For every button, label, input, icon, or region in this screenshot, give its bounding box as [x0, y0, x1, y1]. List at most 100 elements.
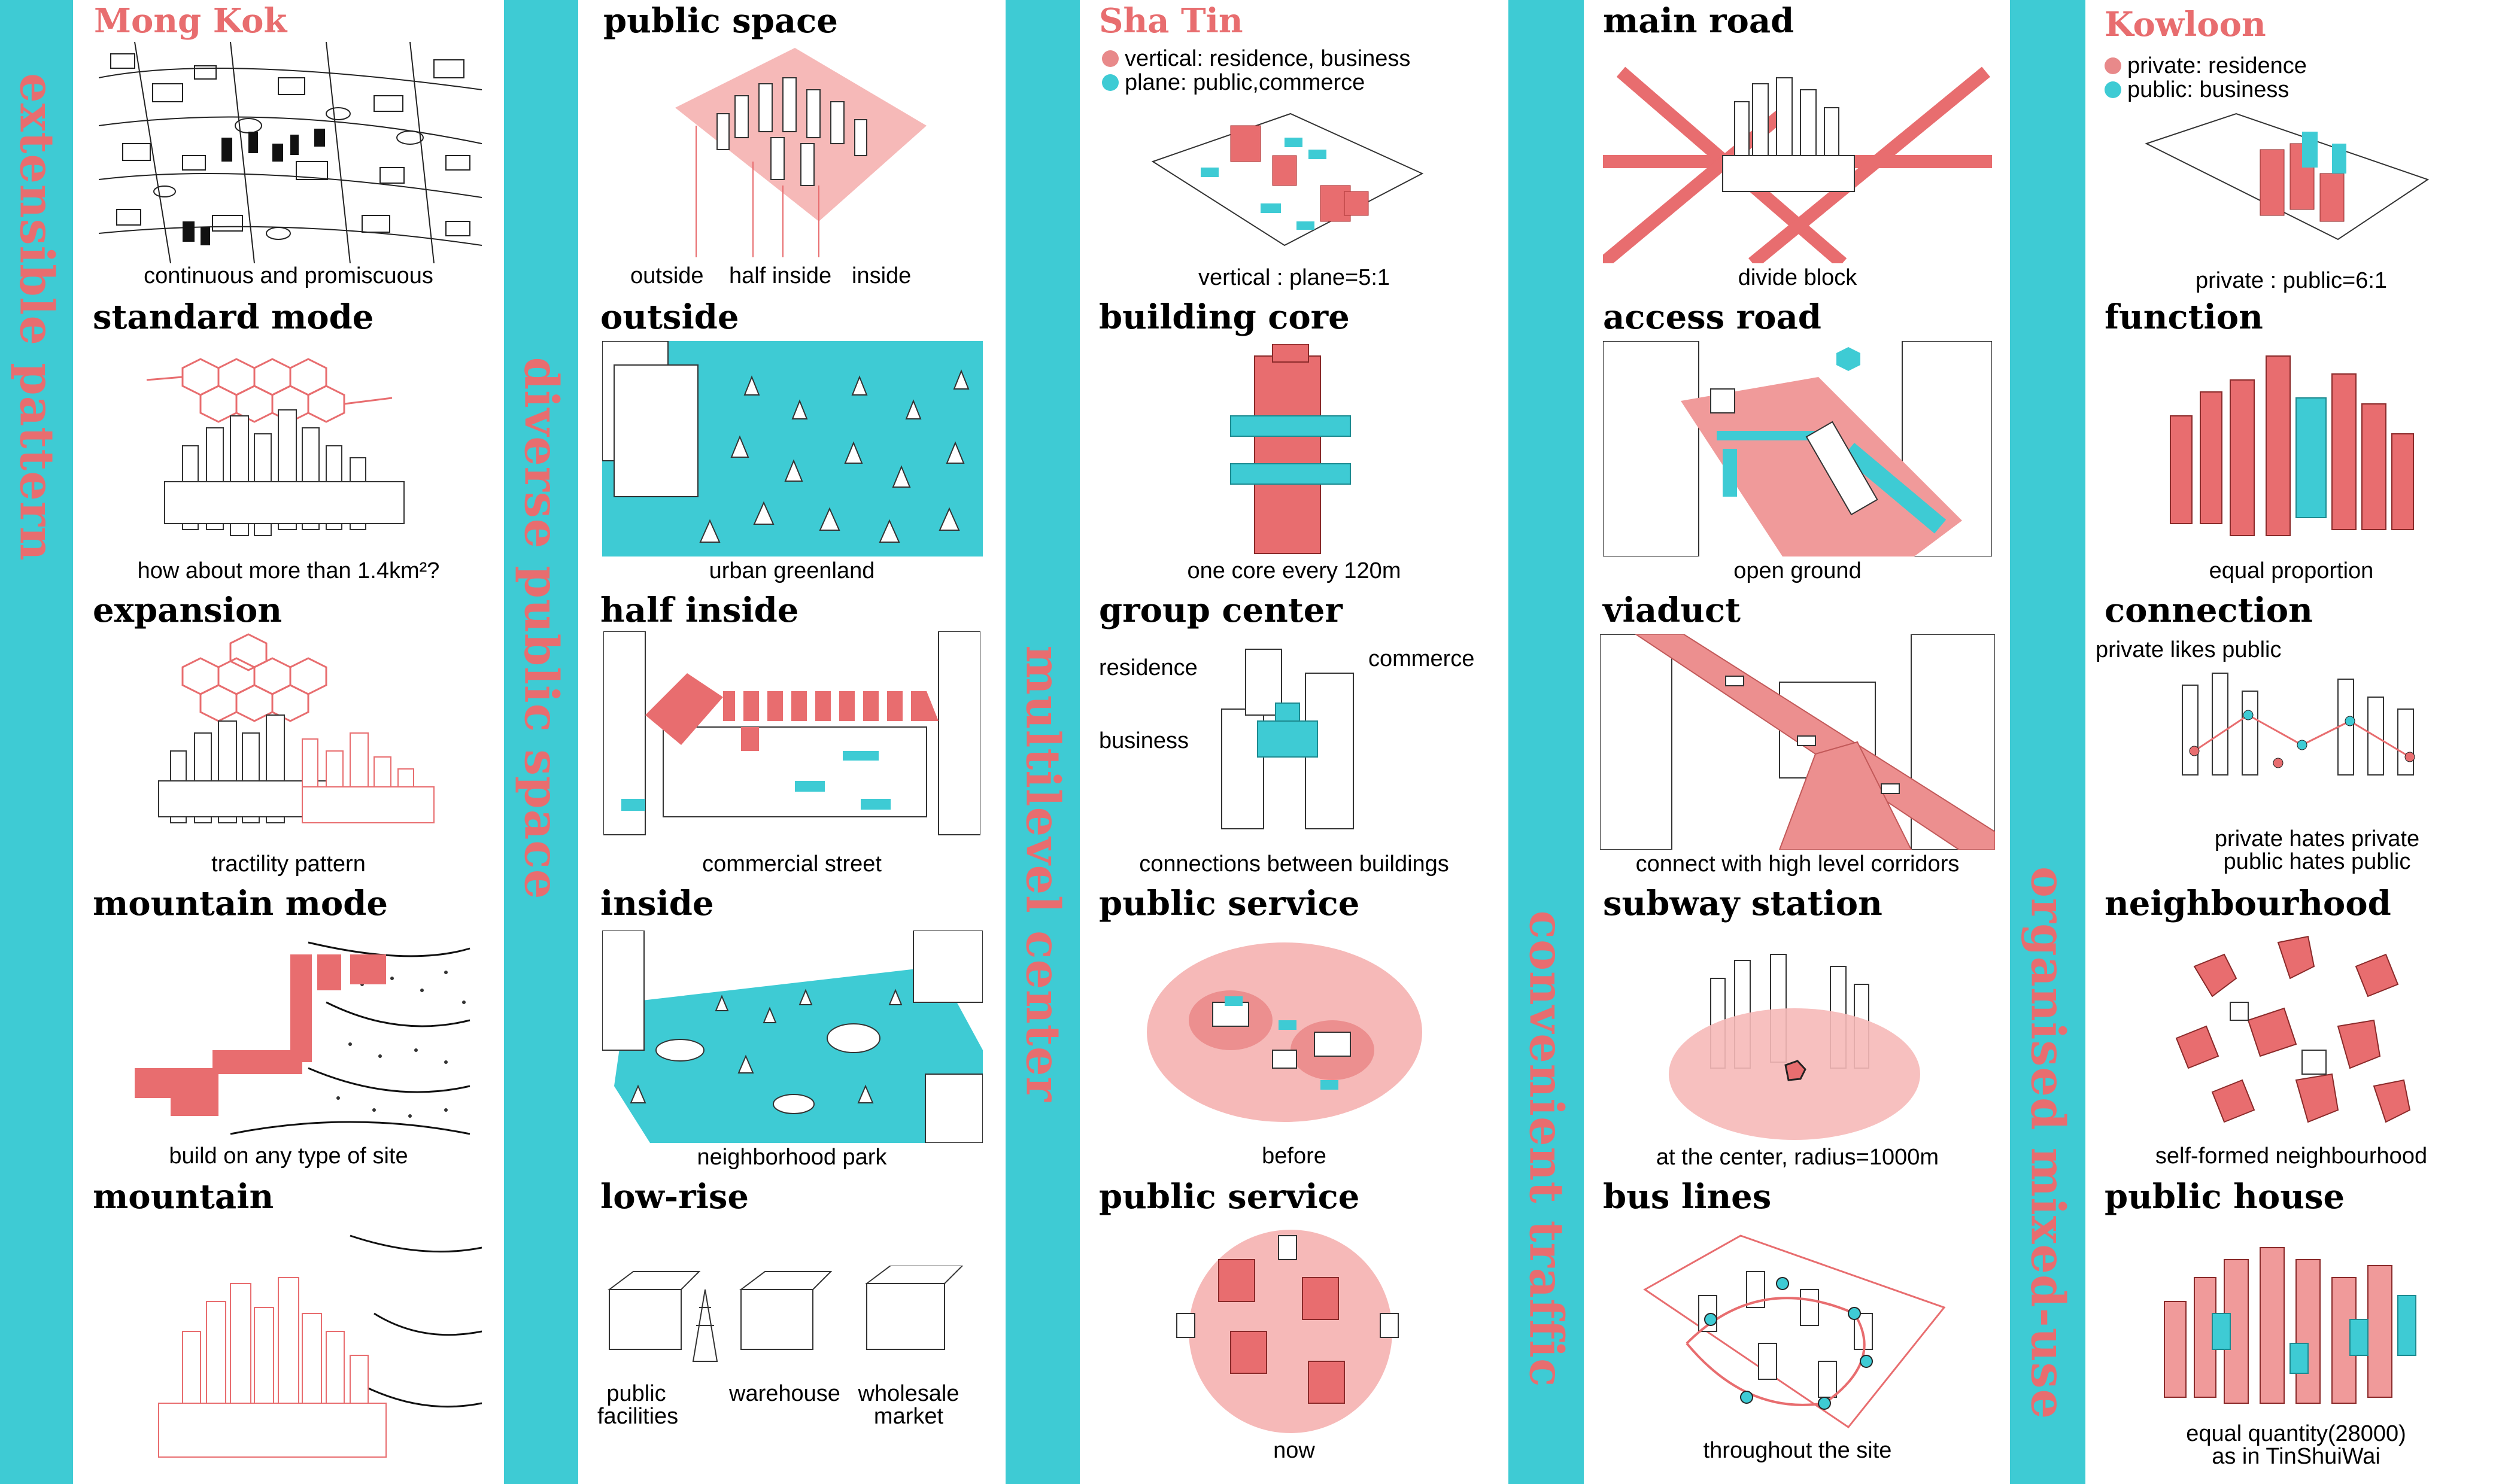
sha-tin-diagram: [1141, 102, 1440, 263]
panel-title: subway station: [1603, 884, 1882, 923]
panel-title: public service: [1099, 1177, 1360, 1217]
panel-access-road: access road open ground: [1585, 296, 2010, 589]
neighbourhood-diagram: [2158, 930, 2428, 1146]
legend-item-private: private: residence: [2105, 54, 2307, 78]
band-title: extensible pattern: [9, 73, 64, 561]
column-extensible-pattern: Mong Kok: [75, 0, 502, 1484]
panel-bus-lines: bus lines throughout the site: [1585, 1176, 2010, 1484]
column-diverse-public-space: public space outside half inside inside …: [579, 0, 1004, 1484]
band-title: diverse public space: [514, 357, 569, 900]
panel-inside: inside neighborhood park: [579, 883, 1004, 1176]
panel-mountain: mountain: [75, 1176, 502, 1484]
panel-title: building core: [1099, 297, 1350, 337]
expansion-diagram: [111, 631, 482, 853]
panel-title: outside: [600, 297, 739, 337]
caption: connect with high level corridors: [1635, 852, 1960, 877]
panel-expansion: expansion tractility pattern: [75, 589, 502, 883]
caption: equal proportion: [2209, 558, 2374, 583]
caption: continuous and promiscuous: [144, 263, 433, 288]
panel-public-service-before: public service before: [1081, 883, 1507, 1176]
panel-standard-mode: standard mode how about more than 1.4km²…: [75, 296, 502, 589]
panel-title: standard mode: [93, 297, 374, 337]
pink-dot-icon: [1102, 50, 1119, 67]
public-service-now-diagram: [1159, 1224, 1422, 1439]
caption: one core every 120m: [1187, 558, 1401, 583]
panel-mountain-mode: mountain mode build on any type of site: [75, 883, 502, 1176]
column-organised-mixed-use: Kowloon private: residence public: busin…: [2087, 0, 2496, 1484]
mong-kok-map: [99, 42, 482, 263]
panel-public-service-now: public service now: [1081, 1176, 1507, 1484]
caption: at the center, radius=1000m: [1656, 1145, 1939, 1170]
panel-title: half inside: [600, 591, 799, 630]
panel-viaduct: viaduct connect with high level corridor…: [1585, 589, 2010, 883]
band-convenient-traffic: convenient traffic: [1508, 0, 1584, 1484]
building-core-diagram: [1219, 344, 1374, 559]
panel-title: group center: [1099, 591, 1343, 630]
panel-title: Kowloon: [2105, 5, 2266, 44]
access-road-image: [1603, 341, 1992, 556]
panel-title: mountain mode: [93, 884, 388, 923]
caption: connections between buildings: [1139, 852, 1449, 877]
neighborhood-park-image: [602, 930, 983, 1143]
legend: vertical: residence, business plane: pub…: [1102, 47, 1410, 95]
caption: before: [1262, 1144, 1326, 1169]
panel-title: neighbourhood: [2105, 884, 2391, 923]
band-extensible-pattern: extensible pattern: [0, 0, 73, 1484]
panel-title: mountain: [93, 1177, 274, 1217]
band-diverse-public-space: diverse public space: [504, 0, 578, 1484]
kowloon-diagram: [2140, 108, 2440, 263]
panel-title: viaduct: [1603, 591, 1741, 630]
panel-main-road: main road divide block: [1585, 0, 2010, 293]
label-commerce: commerce: [1368, 646, 1475, 671]
panel-half-inside: half inside commercial street: [579, 589, 1004, 883]
caption: vertical : plane=5:1: [1198, 265, 1390, 290]
panel-neighbourhood: neighbourhood self-formed neighbourhood: [2087, 883, 2496, 1176]
caption: urban greenland: [709, 558, 875, 583]
caption: open ground: [1733, 558, 1862, 583]
panel-subway-station: subway station at the center, radius=100…: [1585, 883, 2010, 1176]
panel-title: connection: [2105, 591, 2313, 630]
legend-item-public: public: business: [2105, 78, 2307, 102]
legend-item-plane: plane: public,commerce: [1102, 71, 1410, 95]
label-residence: residence: [1099, 655, 1198, 680]
connection-diagram: [2158, 661, 2446, 793]
legend-item-vertical: vertical: residence, business: [1102, 47, 1410, 71]
panel-title: function: [2105, 297, 2263, 337]
label-public-facilities: public facilities: [597, 1381, 679, 1429]
urban-greenland-image: [602, 341, 983, 556]
caption: now: [1273, 1438, 1315, 1463]
caption: equal quantity(28000) as in TinShuiWai: [2186, 1421, 2406, 1469]
panel-title: low-rise: [600, 1177, 749, 1217]
band-title: organised mixed-use: [2020, 866, 2075, 1420]
panel-kowloon: Kowloon private: residence public: busin…: [2087, 0, 2496, 293]
label-hates: private hates private public hates publi…: [2214, 826, 2420, 874]
panel-title: public house: [2105, 1177, 2345, 1217]
panel-title: expansion: [93, 591, 283, 630]
standard-mode-diagram: [111, 344, 470, 559]
public-space-diagram: [639, 42, 939, 263]
panel-title: Mong Kok: [94, 1, 287, 41]
panel-function: function equal proportion: [2087, 296, 2496, 589]
teal-dot-icon: [2105, 81, 2121, 98]
viaduct-image: [1600, 634, 1995, 850]
panel-low-rise: low-rise public facilities warehouse who…: [579, 1176, 1004, 1484]
label-business: business: [1099, 728, 1189, 753]
pink-dot-icon: [2105, 57, 2121, 74]
panel-public-house: public house equal quantity(28000) as in…: [2087, 1176, 2496, 1484]
label-warehouse: warehouse: [729, 1381, 840, 1406]
panel-title: public space: [603, 1, 838, 41]
caption: how about more than 1.4km²?: [137, 558, 440, 583]
bus-lines-diagram: [1627, 1224, 1962, 1439]
legend: private: residence public: business: [2105, 54, 2307, 102]
panel-title: bus lines: [1603, 1177, 1772, 1217]
caption: tractility pattern: [211, 852, 366, 877]
band-organised-mixed-use: organised mixed-use: [2010, 0, 2085, 1484]
caption: throughout the site: [1703, 1438, 1892, 1463]
column-multilevel-center: Sha Tin vertical: residence, business pl…: [1081, 0, 1507, 1484]
column-convenient-traffic: main road divide block access road: [1585, 0, 2010, 1484]
caption: self-formed neighbourhood: [2155, 1144, 2428, 1169]
band-title: convenient traffic: [1519, 910, 1574, 1388]
mountain-diagram: [111, 1224, 482, 1469]
label-private-likes-public: private likes public: [2096, 637, 2282, 662]
subway-station-diagram: [1651, 930, 1938, 1146]
